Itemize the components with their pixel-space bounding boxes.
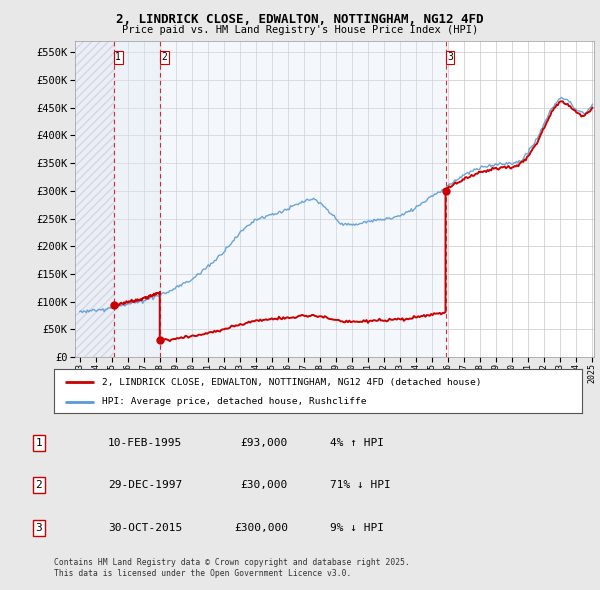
- Text: £300,000: £300,000: [234, 523, 288, 533]
- Text: £93,000: £93,000: [241, 438, 288, 448]
- Text: This data is licensed under the Open Government Licence v3.0.: This data is licensed under the Open Gov…: [54, 569, 352, 578]
- Bar: [113, 41, 160, 357]
- Text: 2: 2: [161, 53, 167, 63]
- Text: £30,000: £30,000: [241, 480, 288, 490]
- Text: 9% ↓ HPI: 9% ↓ HPI: [330, 523, 384, 533]
- Bar: [72, 41, 113, 357]
- Text: 2: 2: [35, 480, 43, 490]
- Text: 4% ↑ HPI: 4% ↑ HPI: [330, 438, 384, 448]
- Bar: [160, 41, 446, 357]
- Text: 30-OCT-2015: 30-OCT-2015: [108, 523, 182, 533]
- Text: 2, LINDRICK CLOSE, EDWALTON, NOTTINGHAM, NG12 4FD (detached house): 2, LINDRICK CLOSE, EDWALTON, NOTTINGHAM,…: [101, 378, 481, 386]
- Text: Contains HM Land Registry data © Crown copyright and database right 2025.: Contains HM Land Registry data © Crown c…: [54, 558, 410, 566]
- Text: HPI: Average price, detached house, Rushcliffe: HPI: Average price, detached house, Rush…: [101, 398, 366, 407]
- Text: 3: 3: [447, 53, 453, 63]
- Text: 29-DEC-1997: 29-DEC-1997: [108, 480, 182, 490]
- Text: 3: 3: [35, 523, 43, 533]
- Text: 71% ↓ HPI: 71% ↓ HPI: [330, 480, 391, 490]
- Text: 10-FEB-1995: 10-FEB-1995: [108, 438, 182, 448]
- Text: 1: 1: [35, 438, 43, 448]
- Text: 2, LINDRICK CLOSE, EDWALTON, NOTTINGHAM, NG12 4FD: 2, LINDRICK CLOSE, EDWALTON, NOTTINGHAM,…: [116, 13, 484, 26]
- Bar: [72, 41, 113, 357]
- Text: 1: 1: [115, 53, 121, 63]
- Text: Price paid vs. HM Land Registry's House Price Index (HPI): Price paid vs. HM Land Registry's House …: [122, 25, 478, 35]
